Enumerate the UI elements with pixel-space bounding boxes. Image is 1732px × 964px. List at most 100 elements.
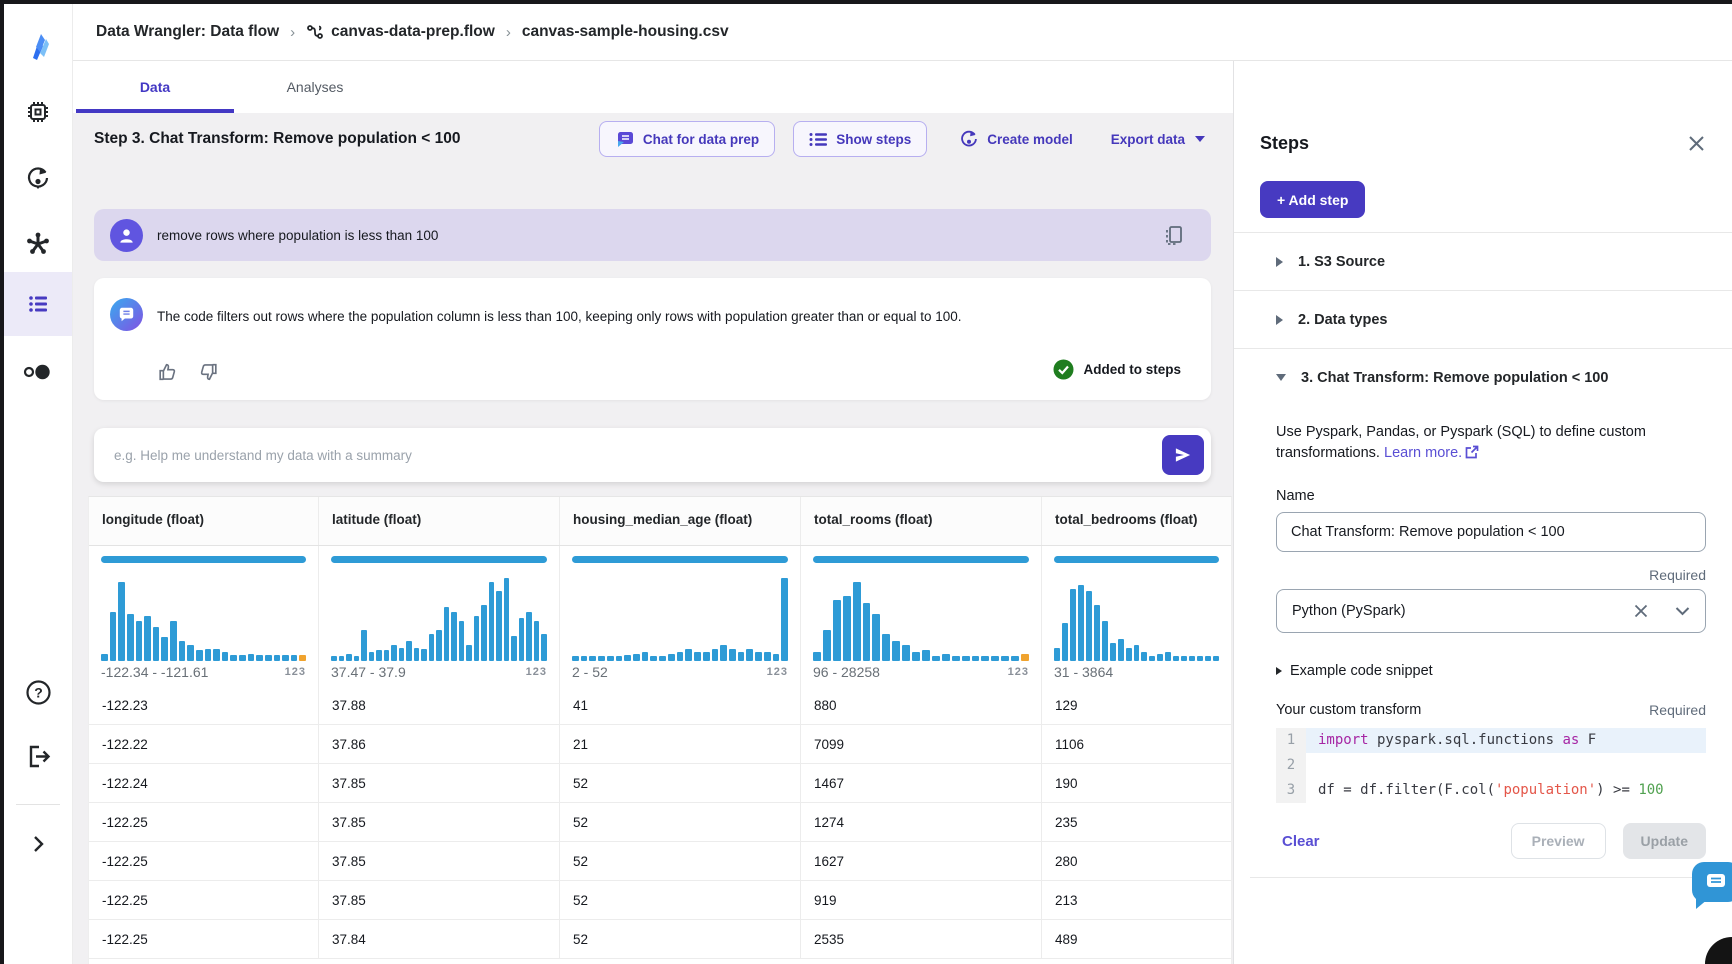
histogram-bar [406, 641, 412, 661]
copy-icon[interactable] [1163, 223, 1185, 252]
histogram-bar [282, 655, 289, 661]
canvas-logo[interactable] [4, 22, 72, 70]
chat-for-data-prep-button[interactable]: Chat for data prep [599, 121, 775, 157]
table-row: -122.2537.84522535489 [89, 920, 1231, 959]
histogram-bar [781, 578, 788, 661]
histogram-bar [598, 656, 605, 661]
breadcrumb-flow-file[interactable]: canvas-data-prep.flow [331, 23, 495, 41]
chat-bubble-icon [615, 131, 634, 148]
column-histogram [331, 571, 547, 661]
histogram-bar [685, 649, 692, 661]
close-panel-icon[interactable] [1687, 134, 1706, 153]
histogram-bar [981, 656, 989, 661]
sidebar-collapse-toggle[interactable] [4, 816, 72, 872]
caret-right-icon [1276, 257, 1283, 267]
histogram-bar [256, 655, 263, 661]
transform-name-input[interactable] [1276, 512, 1706, 552]
steps-panel-title: Steps [1260, 133, 1309, 154]
code-line-text: df = df.filter(F.col('population') >= 10… [1306, 778, 1706, 803]
thumbs-up-icon[interactable] [157, 362, 177, 382]
added-to-steps-status: Added to steps [1053, 359, 1181, 380]
histogram-bar [369, 652, 375, 661]
histogram-bar [677, 652, 684, 661]
sidebar-item-models[interactable] [4, 216, 72, 272]
dataset-table: longitude (float)latitude (float)housing… [88, 496, 1232, 964]
numeric-type-icon: 123 [767, 666, 788, 678]
step-item[interactable]: 2. Data types [1260, 291, 1706, 348]
column-header[interactable]: total_bedrooms (float) [1041, 497, 1231, 545]
thumbs-down-icon[interactable] [199, 362, 219, 382]
preview-button[interactable]: Preview [1511, 823, 1606, 859]
histogram-bar [222, 652, 229, 661]
step-item[interactable]: 3. Chat Transform: Remove population < 1… [1260, 349, 1706, 406]
table-row: -122.2537.8552919213 [89, 881, 1231, 920]
column-header[interactable]: latitude (float) [318, 497, 559, 545]
sidebar-item-help[interactable]: ? [4, 664, 72, 720]
tab-data-label: Data [140, 79, 170, 95]
histogram-bar [589, 656, 596, 661]
clear-selection-icon[interactable] [1633, 603, 1649, 619]
numeric-type-icon: 123 [285, 666, 306, 678]
update-button[interactable]: Update [1623, 823, 1706, 859]
column-histogram [572, 571, 788, 661]
export-data-button[interactable]: Export data [1105, 131, 1211, 148]
step-3-details: Use Pyspark, Pandas, or Pyspark (SQL) to… [1260, 422, 1706, 878]
histogram-bar [526, 612, 532, 662]
column-header[interactable]: housing_median_age (float) [559, 497, 800, 545]
sidebar-item-home[interactable] [4, 84, 72, 140]
histogram-bar [607, 656, 614, 661]
table-row: -122.2537.85521274235 [89, 803, 1231, 842]
user-avatar [110, 219, 143, 252]
sidebar-item-logout[interactable] [4, 728, 72, 784]
histogram-bar [519, 618, 525, 661]
breadcrumb-separator: › [506, 24, 511, 41]
chat-input[interactable] [112, 447, 1162, 464]
validity-bar [1054, 556, 1219, 563]
code-line: 1import pyspark.sql.functions as F [1276, 728, 1706, 753]
export-caret-icon [1195, 136, 1205, 142]
help-icon: ? [25, 679, 52, 706]
tab-analyses[interactable]: Analyses [234, 61, 396, 113]
learn-more-link[interactable]: Learn more. [1384, 445, 1462, 461]
sidebar-item-data-wrangler[interactable] [4, 272, 72, 336]
sidebar-item-datasets[interactable] [4, 344, 72, 400]
step-item[interactable]: 1. S3 Source [1260, 233, 1706, 290]
histogram-bar [459, 621, 465, 662]
histogram-bar [144, 616, 151, 661]
person-icon [117, 226, 136, 245]
create-model-button[interactable]: Create model [953, 128, 1079, 150]
table-cell: 52 [559, 764, 800, 802]
column-header[interactable]: total_rooms (float) [800, 497, 1041, 545]
add-step-button[interactable]: + Add step [1260, 181, 1365, 218]
feedback-chat-fab[interactable] [1692, 862, 1732, 902]
show-steps-button[interactable]: Show steps [793, 121, 927, 157]
clear-button[interactable]: Clear [1276, 833, 1320, 850]
tab-data[interactable]: Data [76, 61, 234, 113]
chip-icon [25, 99, 51, 125]
chevron-down-icon[interactable] [1675, 606, 1690, 616]
table-cell: 37.85 [318, 881, 559, 919]
histogram-bar [474, 616, 480, 661]
breadcrumb-data-flow[interactable]: Data Wrangler: Data flow [96, 23, 279, 41]
histogram-bar [1157, 654, 1163, 661]
histogram-bar [444, 607, 450, 661]
column-summary: -122.34 - -121.61123 [89, 546, 318, 686]
example-code-toggle[interactable]: Example code snippet [1276, 663, 1706, 679]
histogram-bar [616, 656, 623, 661]
table-cell: 37.88 [318, 686, 559, 724]
histogram-bar [504, 578, 510, 661]
line-number: 1 [1276, 728, 1306, 753]
language-select[interactable]: Python (PySpark) [1276, 589, 1706, 633]
table-row: -122.2237.862170991106 [89, 725, 1231, 764]
send-button[interactable] [1162, 435, 1204, 475]
column-summary: 96 - 28258123 [800, 546, 1041, 686]
column-histogram [1054, 571, 1219, 661]
table-cell: 129 [1041, 686, 1231, 724]
code-editor[interactable]: 1import pyspark.sql.functions as F2 3df … [1276, 728, 1706, 803]
sidebar-item-automations[interactable] [4, 150, 72, 206]
histogram-bar [942, 654, 950, 661]
histogram-bar [196, 650, 203, 661]
table-cell: 213 [1041, 881, 1231, 919]
column-header[interactable]: longitude (float) [89, 497, 318, 545]
histogram-bar [187, 645, 194, 661]
